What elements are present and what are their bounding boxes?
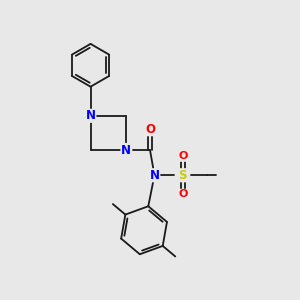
Text: S: S (178, 169, 187, 182)
Text: O: O (178, 189, 188, 199)
Text: N: N (85, 109, 96, 122)
Text: N: N (121, 143, 131, 157)
Text: N: N (149, 169, 160, 182)
Text: O: O (178, 151, 188, 161)
Text: O: O (145, 123, 155, 136)
